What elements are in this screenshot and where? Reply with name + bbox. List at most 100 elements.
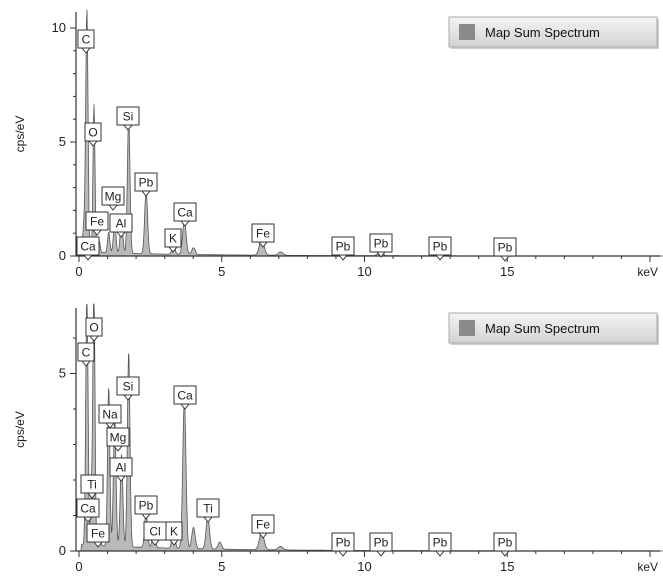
legend-swatch <box>459 24 475 40</box>
peak-label-text: K <box>169 232 177 246</box>
y-tick-label: 5 <box>59 134 66 149</box>
peak-label-text: Fe <box>90 215 104 229</box>
peak-label-pointer <box>202 516 214 523</box>
peak-label-pointer <box>80 360 92 367</box>
legend-label: Map Sum Spectrum <box>485 25 600 40</box>
x-axis-label: keV <box>637 560 658 574</box>
y-axis-label: cps/eV <box>13 116 27 153</box>
legend-box <box>448 16 658 48</box>
peak-label-pb: Pb <box>493 237 517 262</box>
peak-label-text: Pb <box>498 241 513 255</box>
peak-label-text: Pb <box>374 536 389 550</box>
peak-label-pointer <box>375 251 387 258</box>
peak-label-pb: Pb <box>428 532 452 557</box>
peak-label-text: Si <box>123 380 134 394</box>
x-tick-label: 0 <box>75 264 82 279</box>
peak-label-pb: Pb <box>369 233 393 258</box>
peak-label-text: Ti <box>203 502 213 516</box>
peak-label-cl: Cl <box>143 521 167 546</box>
peak-label-ti: Ti <box>80 474 104 499</box>
peak-label-text: Al <box>116 217 127 231</box>
peak-label-pointer <box>257 241 269 248</box>
peak-label-text: Na <box>102 408 118 422</box>
peak-label-text: Al <box>116 461 127 475</box>
peak-label-text: Ti <box>87 478 97 492</box>
legend-label: Map Sum Spectrum <box>485 321 600 336</box>
peak-label-c: C <box>77 342 95 367</box>
peak-label-ca: Ca <box>173 202 197 227</box>
peak-label-text: Si <box>123 110 134 124</box>
peak-label-text: Pb <box>336 240 351 254</box>
peak-label-pointer <box>167 246 179 253</box>
legend-box <box>448 312 658 344</box>
peak-label-text: Ca <box>80 502 96 516</box>
x-tick-label: 0 <box>75 559 82 574</box>
peak-label-pointer <box>140 190 152 197</box>
peak-label-text: Pb <box>139 499 154 513</box>
legend-swatch <box>459 320 475 336</box>
peak-label-si: Si <box>116 106 140 131</box>
peak-label-pb: Pb <box>369 532 393 557</box>
peak-label-pb: Pb <box>134 172 158 197</box>
peak-label-pointer <box>88 335 100 342</box>
peak-label-pointer <box>87 140 99 147</box>
peak-label-na: Na <box>98 404 122 429</box>
peak-label-pb: Pb <box>331 532 355 557</box>
peak-label-text: Ca <box>80 240 96 254</box>
x-tick-label: 5 <box>218 264 225 279</box>
peak-label-ca: Ca <box>76 498 100 523</box>
peak-label-pb: Pb <box>493 532 517 557</box>
peak-label-k: K <box>164 228 182 253</box>
peak-label-pointer <box>104 422 116 429</box>
y-axis-label: cps/eV <box>13 411 27 448</box>
peak-label-o: O <box>85 317 103 342</box>
peak-label-text: Pb <box>433 536 448 550</box>
x-tick-label: 5 <box>218 559 225 574</box>
peak-label-text: C <box>82 33 91 47</box>
peak-label-text: Pb <box>374 237 389 251</box>
peak-label-pointer <box>86 492 98 499</box>
peak-label-pointer <box>149 539 161 546</box>
legend-1: Map Sum Spectrum <box>448 16 659 49</box>
peak-label-text: Fe <box>256 227 270 241</box>
y-tick-label: 5 <box>59 366 66 381</box>
peak-label-ti: Ti <box>196 498 220 523</box>
peak-label-k: K <box>165 521 183 546</box>
peak-label-pointer <box>82 254 94 261</box>
peak-label-pointer <box>107 204 119 211</box>
peak-label-text: Ca <box>177 389 193 403</box>
peak-label-text: K <box>170 525 178 539</box>
peak-label-pointer <box>122 124 134 131</box>
peak-label-pointer <box>82 516 94 523</box>
peak-label-o: O <box>84 122 102 147</box>
peak-label-pointer <box>112 445 124 452</box>
peak-label-mg: Mg <box>106 427 130 452</box>
peak-label-al: Al <box>109 213 133 238</box>
peak-label-pointer <box>122 394 134 401</box>
x-tick-label: 10 <box>357 559 371 574</box>
peak-label-text: O <box>88 126 97 140</box>
y-tick-label: 0 <box>59 248 66 263</box>
peak-label-pointer <box>179 220 191 227</box>
peak-label-pointer <box>115 231 127 238</box>
peak-label-fe: Fe <box>251 514 275 539</box>
x-axis-label: keV <box>637 265 658 279</box>
peak-label-text: Fe <box>91 527 105 541</box>
peak-label-pointer <box>337 550 349 557</box>
peak-label-pointer <box>434 254 446 261</box>
peak-label-pointer <box>375 550 387 557</box>
peak-label-pointer <box>257 532 269 539</box>
peak-label-ca: Ca <box>173 385 197 410</box>
y-tick-label: 10 <box>52 20 66 35</box>
peak-label-al: Al <box>109 457 133 482</box>
peak-label-text: O <box>89 321 98 335</box>
peak-label-text: Pb <box>336 536 351 550</box>
peak-label-pointer <box>499 550 511 557</box>
peak-label-pb: Pb <box>134 495 158 520</box>
peak-label-pointer <box>80 47 92 54</box>
peak-label-pointer <box>337 254 349 261</box>
peak-label-pb: Pb <box>428 236 452 261</box>
peak-label-fe: Fe <box>86 523 110 548</box>
